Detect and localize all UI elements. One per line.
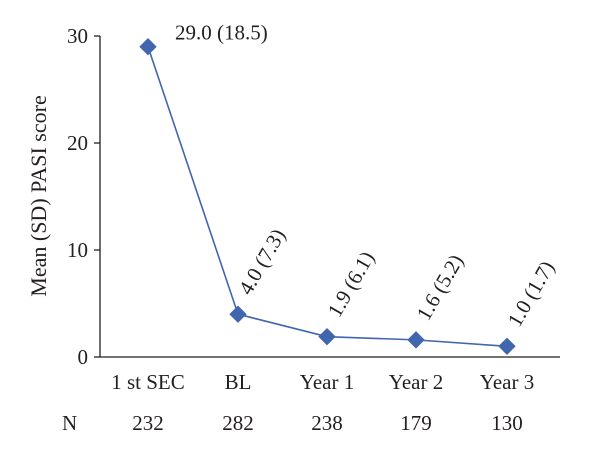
y-ticks: 0 10 20 30 bbox=[67, 24, 100, 369]
n-value: 282 bbox=[222, 411, 254, 435]
data-point-marker bbox=[318, 327, 336, 346]
n-value: 238 bbox=[311, 411, 343, 435]
x-tick-label: Year 3 bbox=[480, 370, 534, 394]
axes bbox=[99, 36, 560, 358]
x-tick-label: Year 1 bbox=[300, 370, 354, 394]
n-value: 179 bbox=[400, 411, 432, 435]
series-pasi: 29.0 (18.5) 4.0 (7.3) 1.9 (6.1) 1.6 (5.2) 1.… bbox=[139, 21, 560, 356]
data-label: 1.9 (6.1) bbox=[323, 247, 380, 321]
y-axis-label: Mean (SD) PASI score bbox=[26, 95, 51, 296]
n-row-label: N bbox=[62, 411, 77, 435]
x-tick-label: Year 2 bbox=[389, 370, 443, 394]
data-point-marker bbox=[498, 337, 516, 356]
data-label: 29.0 (18.5) bbox=[175, 21, 268, 45]
n-value: 130 bbox=[491, 411, 523, 435]
y-tick-label: 20 bbox=[67, 131, 88, 155]
x-tick-label: BL bbox=[225, 370, 252, 394]
n-row: N 232 282 238 179 130 bbox=[62, 411, 523, 435]
x-tick-label: 1 st SEC bbox=[111, 370, 185, 394]
y-tick-label: 0 bbox=[78, 345, 89, 369]
data-point-marker bbox=[407, 331, 425, 349]
y-tick-label: 30 bbox=[67, 24, 88, 48]
data-point-marker bbox=[229, 305, 247, 323]
y-tick-label: 10 bbox=[67, 238, 88, 262]
data-label: 1.6 (5.2) bbox=[412, 250, 469, 324]
n-value: 232 bbox=[132, 411, 164, 435]
data-label: 1.0 (1.7) bbox=[503, 257, 560, 331]
x-ticks: 1 st SEC BL Year 1 Year 2 Year 3 bbox=[111, 370, 534, 394]
data-label: 4.0 (7.3) bbox=[234, 225, 291, 299]
data-point-marker bbox=[139, 37, 157, 56]
